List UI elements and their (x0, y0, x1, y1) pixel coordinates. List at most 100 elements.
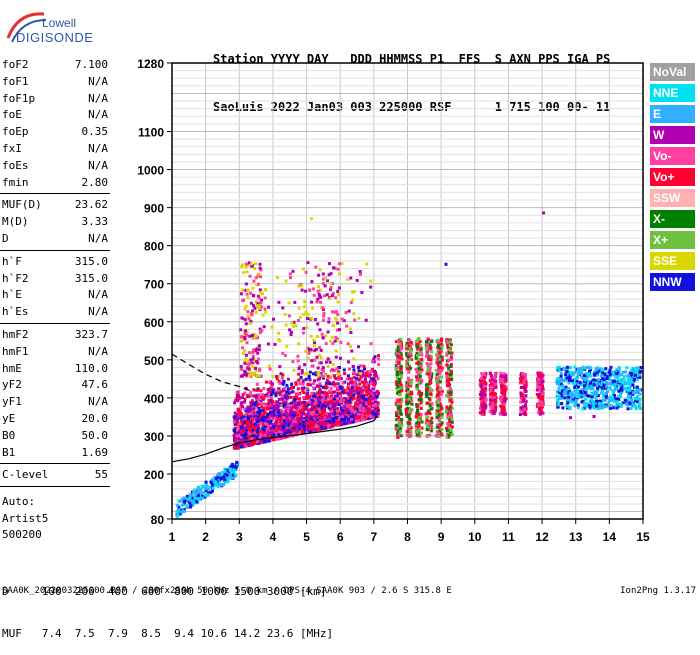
echo-point (281, 395, 284, 398)
echo-point (399, 368, 402, 371)
echo-point (246, 293, 249, 296)
echo-point (353, 290, 356, 293)
echo-point (539, 412, 542, 415)
echo-point (357, 345, 360, 348)
echo-point (247, 427, 250, 430)
echo-point (316, 301, 319, 304)
echo-point (519, 413, 522, 416)
echo-point (441, 407, 444, 410)
echo-point (327, 424, 330, 427)
echo-point (263, 429, 266, 432)
echo-point (327, 321, 330, 324)
echo-point (263, 325, 266, 328)
echo-point (499, 405, 502, 408)
echo-point (358, 387, 361, 390)
echo-point (195, 500, 198, 503)
echo-point (258, 369, 261, 372)
echo-point (272, 438, 275, 441)
echo-point (179, 500, 182, 503)
echo-point (331, 383, 334, 386)
echo-point (336, 290, 339, 293)
echo-point (298, 378, 301, 381)
echo-point (260, 403, 263, 406)
echo-point (350, 350, 353, 353)
echo-point (577, 406, 580, 409)
echo-point (297, 387, 300, 390)
y-tick-label: 1000 (137, 164, 164, 178)
echo-point (369, 369, 372, 372)
echo-point (215, 477, 218, 480)
echo-point (322, 319, 325, 322)
echo-point (244, 329, 247, 332)
echo-point (318, 427, 321, 430)
echo-point (347, 342, 350, 345)
echo-point (480, 385, 483, 388)
echo-point (259, 389, 262, 392)
echo-point (314, 266, 317, 269)
echo-point (287, 422, 290, 425)
echo-point (449, 387, 452, 390)
echo-point (369, 414, 372, 417)
y-tick-label: 300 (144, 430, 164, 444)
echo-point (283, 420, 286, 423)
echo-point (408, 422, 411, 425)
echo-point (317, 290, 320, 293)
echo-point (436, 388, 439, 391)
echo-point (269, 368, 272, 371)
echo-point (196, 489, 199, 492)
echo-point (428, 376, 431, 379)
echo-point (201, 485, 204, 488)
echo-point (369, 280, 372, 283)
echo-point (246, 341, 249, 344)
echo-point (233, 401, 236, 404)
echo-point (252, 373, 255, 376)
echo-point (492, 399, 495, 402)
echo-point (438, 351, 441, 354)
echo-point (369, 286, 372, 289)
echo-point (262, 413, 265, 416)
echo-point (297, 342, 300, 345)
echo-point (319, 401, 322, 404)
echo-point (240, 401, 243, 404)
echo-point (289, 420, 292, 423)
echo-point (490, 382, 493, 385)
echo-point (257, 403, 260, 406)
echo-point (305, 396, 308, 399)
echo-point (255, 374, 258, 377)
echo-point (247, 315, 250, 318)
echo-point (430, 350, 433, 353)
echo-point (302, 379, 305, 382)
echo-point (300, 401, 303, 404)
echo-point (259, 436, 262, 439)
echo-point (338, 262, 341, 265)
echo-point (189, 504, 192, 507)
echo-point (249, 432, 252, 435)
echo-point (420, 358, 423, 361)
echo-point (262, 387, 265, 390)
echo-point (441, 416, 444, 419)
echo-point (316, 323, 319, 326)
echo-point (441, 422, 444, 425)
echo-point (296, 417, 299, 420)
echo-point (233, 420, 236, 423)
echo-point (323, 391, 326, 394)
echo-point (246, 270, 249, 273)
echo-point (183, 510, 186, 513)
echo-point (331, 294, 334, 297)
echo-point (285, 401, 288, 404)
echo-point (301, 289, 304, 292)
echo-point (241, 405, 244, 408)
y-tick-label: 400 (144, 392, 164, 406)
echo-point (319, 328, 322, 331)
echo-point (317, 285, 320, 288)
echo-point (359, 409, 362, 412)
echo-point (202, 491, 205, 494)
echo-point (252, 388, 255, 391)
echo-point (318, 398, 321, 401)
echo-point (407, 380, 410, 383)
echo-point (322, 315, 325, 318)
echo-point (307, 356, 310, 359)
echo-point (287, 387, 290, 390)
echo-point (450, 370, 453, 373)
echo-point (259, 301, 262, 304)
